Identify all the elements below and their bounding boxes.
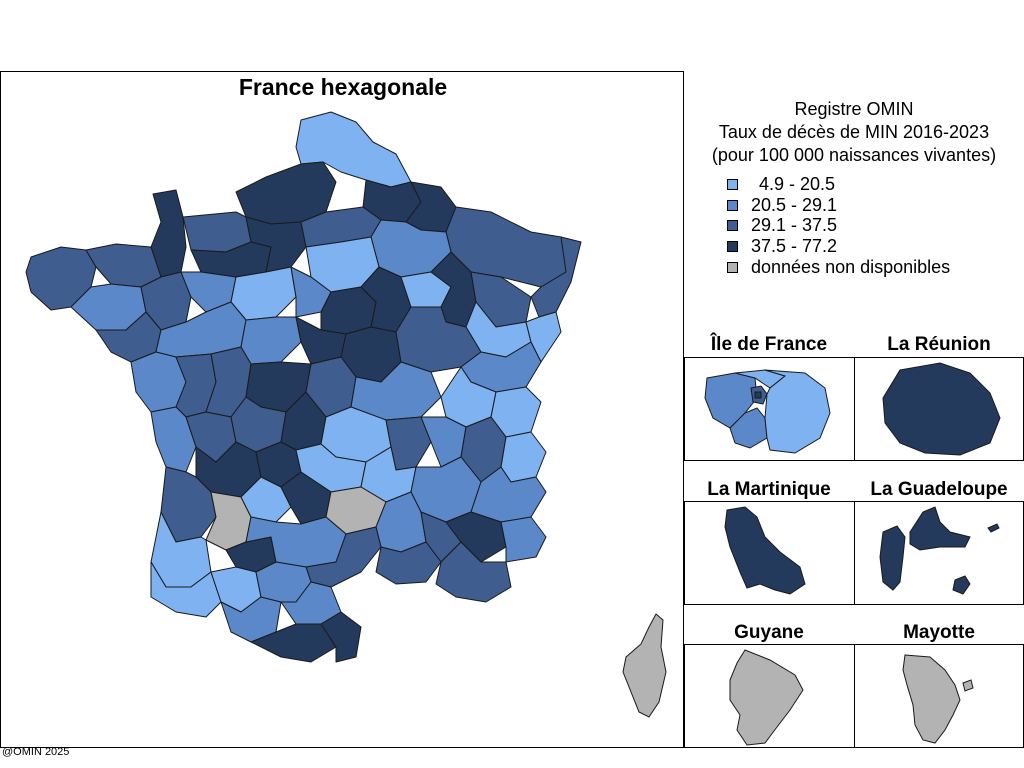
legend-label-4: 37.5 - 77.2 — [751, 236, 838, 256]
legend-item-5: données non disponibles — [727, 257, 950, 277]
region-haute-garonne — [220, 596, 282, 643]
legend-item-1: 4.9 - 20.5 — [727, 174, 835, 194]
region-alpes-maritimes — [500, 516, 547, 563]
idf-east — [764, 369, 831, 454]
inset-title-martinique: La Martinique — [707, 479, 831, 500]
legend-label-2: 20.5 - 29.1 — [751, 195, 838, 215]
inset-panel-guadeloupe — [854, 501, 1024, 605]
idf-paris — [754, 391, 762, 399]
region-bouches-rhone — [375, 541, 442, 585]
guyane-map — [729, 649, 804, 746]
martinique-map — [724, 506, 806, 595]
inset-title-reunion: La Réunion — [887, 334, 991, 355]
martinique-island — [724, 506, 806, 595]
mayotte-map — [902, 654, 974, 744]
main-map-panel: France hexagonale — [0, 71, 684, 748]
reunion-map — [882, 362, 1001, 456]
basse-terre — [879, 525, 906, 591]
inset-panel-reunion — [854, 357, 1024, 461]
marie-galante — [952, 575, 971, 595]
region-savoie — [500, 431, 547, 483]
inset-panel-martinique — [684, 501, 855, 605]
legend-title-3: (pour 100 000 naissances vivantes) — [711, 145, 997, 165]
inset-panel-mayotte — [854, 644, 1024, 748]
region-corse — [622, 613, 667, 718]
legend-swatch-1 — [727, 178, 738, 190]
legend-swatch-3 — [727, 219, 738, 231]
legend-swatch-4 — [727, 240, 738, 252]
mayotte-petite-terre — [962, 679, 974, 692]
legend-swatch-2 — [727, 199, 738, 211]
la-desirade — [987, 523, 1000, 533]
main-map-title: France hexagonale — [238, 74, 448, 100]
legend-label-5: données non disponibles — [751, 257, 951, 277]
credit-text: @OMIN 2025 — [2, 746, 70, 758]
region-var — [435, 541, 512, 603]
region-pyr-orientales — [320, 611, 362, 663]
legend-item-2: 20.5 - 29.1 — [727, 195, 837, 215]
inset-title-mayotte: Mayotte — [903, 622, 975, 643]
region-charente-maritime — [150, 406, 197, 473]
inset-title-guyane: Guyane — [734, 622, 804, 643]
legend-item-3: 29.1 - 37.5 — [727, 215, 837, 235]
legend-label-1: 4.9 - 20.5 — [759, 174, 836, 194]
inset-panel-guyane — [684, 644, 855, 748]
legend-swatch-5 — [727, 261, 738, 273]
region-indre-loire — [240, 316, 302, 365]
inset-title-idf: Île de France — [710, 334, 828, 355]
idf-map — [704, 369, 831, 454]
inset-panel-idf — [684, 357, 855, 461]
mayotte-grande-terre — [902, 654, 961, 744]
reunion-island — [882, 362, 1001, 456]
legend-item-4: 37.5 - 77.2 — [727, 236, 837, 256]
inset-title-guadeloupe: La Guadeloupe — [870, 479, 1008, 500]
legend-title-2: Taux de décès de MIN 2016-2023 — [718, 122, 990, 142]
grande-terre — [909, 506, 971, 551]
legend-title-1: Registre OMIN — [794, 99, 914, 119]
guadeloupe-map — [879, 506, 1000, 595]
legend-label-3: 29.1 - 37.5 — [751, 215, 838, 235]
guyane-territory — [729, 649, 804, 746]
france-map — [25, 111, 667, 718]
region-cotes-armor — [85, 243, 162, 288]
